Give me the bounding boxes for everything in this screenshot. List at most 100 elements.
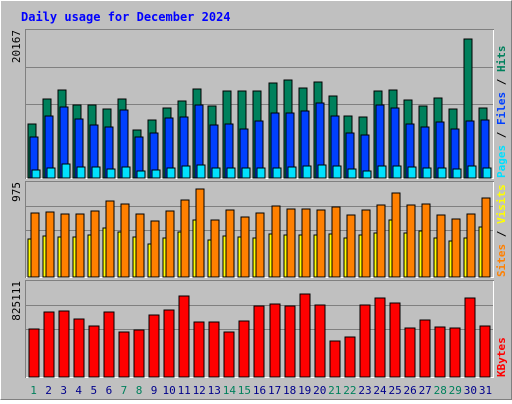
bar-kbytes-26 xyxy=(404,327,416,378)
bar-sites-27 xyxy=(421,203,431,278)
legend-hits-0: Pages xyxy=(495,145,508,178)
x-tick-label-25: 25 xyxy=(388,384,401,397)
bar-kbytes-8 xyxy=(133,329,145,378)
bar-pages-29 xyxy=(452,168,462,179)
bar-sites-30 xyxy=(466,213,476,278)
x-tick-label-16: 16 xyxy=(253,384,266,397)
x-tick-label-2: 2 xyxy=(45,384,52,397)
bar-kbytes-6 xyxy=(103,311,115,378)
x-tick-label-22: 22 xyxy=(343,384,356,397)
bar-kbytes-25 xyxy=(389,302,401,378)
bar-pages-17 xyxy=(272,167,282,179)
bar-kbytes-11 xyxy=(178,295,190,378)
bar-pages-10 xyxy=(166,167,176,179)
bar-sites-18 xyxy=(286,208,296,278)
bar-kbytes-15 xyxy=(238,320,250,378)
bar-kbytes-27 xyxy=(419,319,431,378)
bar-pages-16 xyxy=(256,167,266,179)
legend-hits-1: / xyxy=(495,125,508,145)
x-tick-label-4: 4 xyxy=(75,384,82,397)
x-tick-label-13: 13 xyxy=(208,384,221,397)
panel-kbytes: 825111 KBytes xyxy=(10,280,508,378)
bar-pages-31 xyxy=(482,167,492,179)
bar-kbytes-22 xyxy=(344,336,356,378)
bar-pages-1 xyxy=(31,169,41,179)
x-tick-label-21: 21 xyxy=(328,384,341,397)
x-tick-label-18: 18 xyxy=(283,384,296,397)
bar-sites-16 xyxy=(255,212,265,278)
bar-pages-3 xyxy=(61,163,71,179)
bar-kbytes-18 xyxy=(284,305,296,378)
bar-pages-30 xyxy=(467,165,477,179)
bar-sites-8 xyxy=(135,213,145,278)
bar-sites-3 xyxy=(60,213,70,278)
x-tick-label-29: 29 xyxy=(449,384,462,397)
bar-pages-7 xyxy=(121,166,131,179)
y-max-label-visits: 975 xyxy=(10,182,23,202)
bar-pages-22 xyxy=(347,168,357,179)
bar-kbytes-12 xyxy=(193,321,205,378)
bar-sites-14 xyxy=(225,209,235,278)
bar-sites-15 xyxy=(240,216,250,278)
bar-kbytes-28 xyxy=(434,326,446,378)
bar-sites-9 xyxy=(150,220,160,278)
bar-kbytes-7 xyxy=(118,331,130,378)
bar-pages-15 xyxy=(241,167,251,179)
x-tick-label-10: 10 xyxy=(162,384,175,397)
x-tick-label-7: 7 xyxy=(121,384,128,397)
bar-sites-1 xyxy=(30,212,40,278)
bar-pages-14 xyxy=(226,167,236,179)
bar-sites-17 xyxy=(271,205,281,278)
bar-pages-25 xyxy=(392,165,402,179)
bar-kbytes-23 xyxy=(359,304,371,378)
bar-sites-10 xyxy=(165,210,175,278)
bar-sites-2 xyxy=(45,211,55,278)
legend-hits-3: / xyxy=(495,72,508,92)
y-max-label-hits: 20167 xyxy=(10,30,23,63)
legend-visits-1: / xyxy=(495,224,508,244)
bar-kbytes-5 xyxy=(88,325,100,378)
bar-pages-8 xyxy=(136,170,146,179)
bar-sites-21 xyxy=(331,206,341,278)
x-tick-label-1: 1 xyxy=(30,384,37,397)
bar-kbytes-31 xyxy=(479,325,491,378)
legend-hits-2: Files xyxy=(495,92,508,125)
panel-hits: 20167 Pages / Files / Hits xyxy=(10,29,508,179)
bar-pages-5 xyxy=(91,166,101,179)
bar-pages-28 xyxy=(437,167,447,179)
y-max-label-kbytes: 825111 xyxy=(10,281,23,321)
bar-sites-12 xyxy=(195,188,205,278)
bar-sites-25 xyxy=(391,192,401,278)
bar-sites-11 xyxy=(180,199,190,278)
bar-pages-26 xyxy=(407,166,417,179)
bar-pages-2 xyxy=(46,167,56,179)
bar-pages-4 xyxy=(76,166,86,179)
bar-kbytes-14 xyxy=(223,331,235,378)
x-tick-label-11: 11 xyxy=(178,384,191,397)
x-tick-label-3: 3 xyxy=(60,384,67,397)
bar-kbytes-1 xyxy=(28,328,40,378)
bar-pages-19 xyxy=(302,165,312,179)
bar-pages-9 xyxy=(151,169,161,179)
bar-kbytes-3 xyxy=(58,310,70,378)
bar-pages-24 xyxy=(377,165,387,179)
bar-kbytes-21 xyxy=(329,340,341,378)
bar-sites-19 xyxy=(301,208,311,278)
side-legend-hits: Pages / Files / Hits xyxy=(495,46,508,179)
bar-pages-11 xyxy=(181,165,191,179)
bar-pages-27 xyxy=(422,167,432,179)
bar-kbytes-29 xyxy=(449,327,461,378)
x-tick-label-23: 23 xyxy=(358,384,371,397)
bar-kbytes-9 xyxy=(148,314,160,378)
legend-visits-2: Visits xyxy=(495,184,508,224)
x-tick-label-8: 8 xyxy=(136,384,143,397)
bar-kbytes-13 xyxy=(208,321,220,378)
x-tick-label-14: 14 xyxy=(223,384,237,397)
bar-sites-5 xyxy=(90,210,100,278)
x-tick-label-26: 26 xyxy=(403,384,416,397)
bar-sites-23 xyxy=(361,209,371,278)
x-tick-label-5: 5 xyxy=(90,384,97,397)
x-tick-label-27: 27 xyxy=(419,384,432,397)
